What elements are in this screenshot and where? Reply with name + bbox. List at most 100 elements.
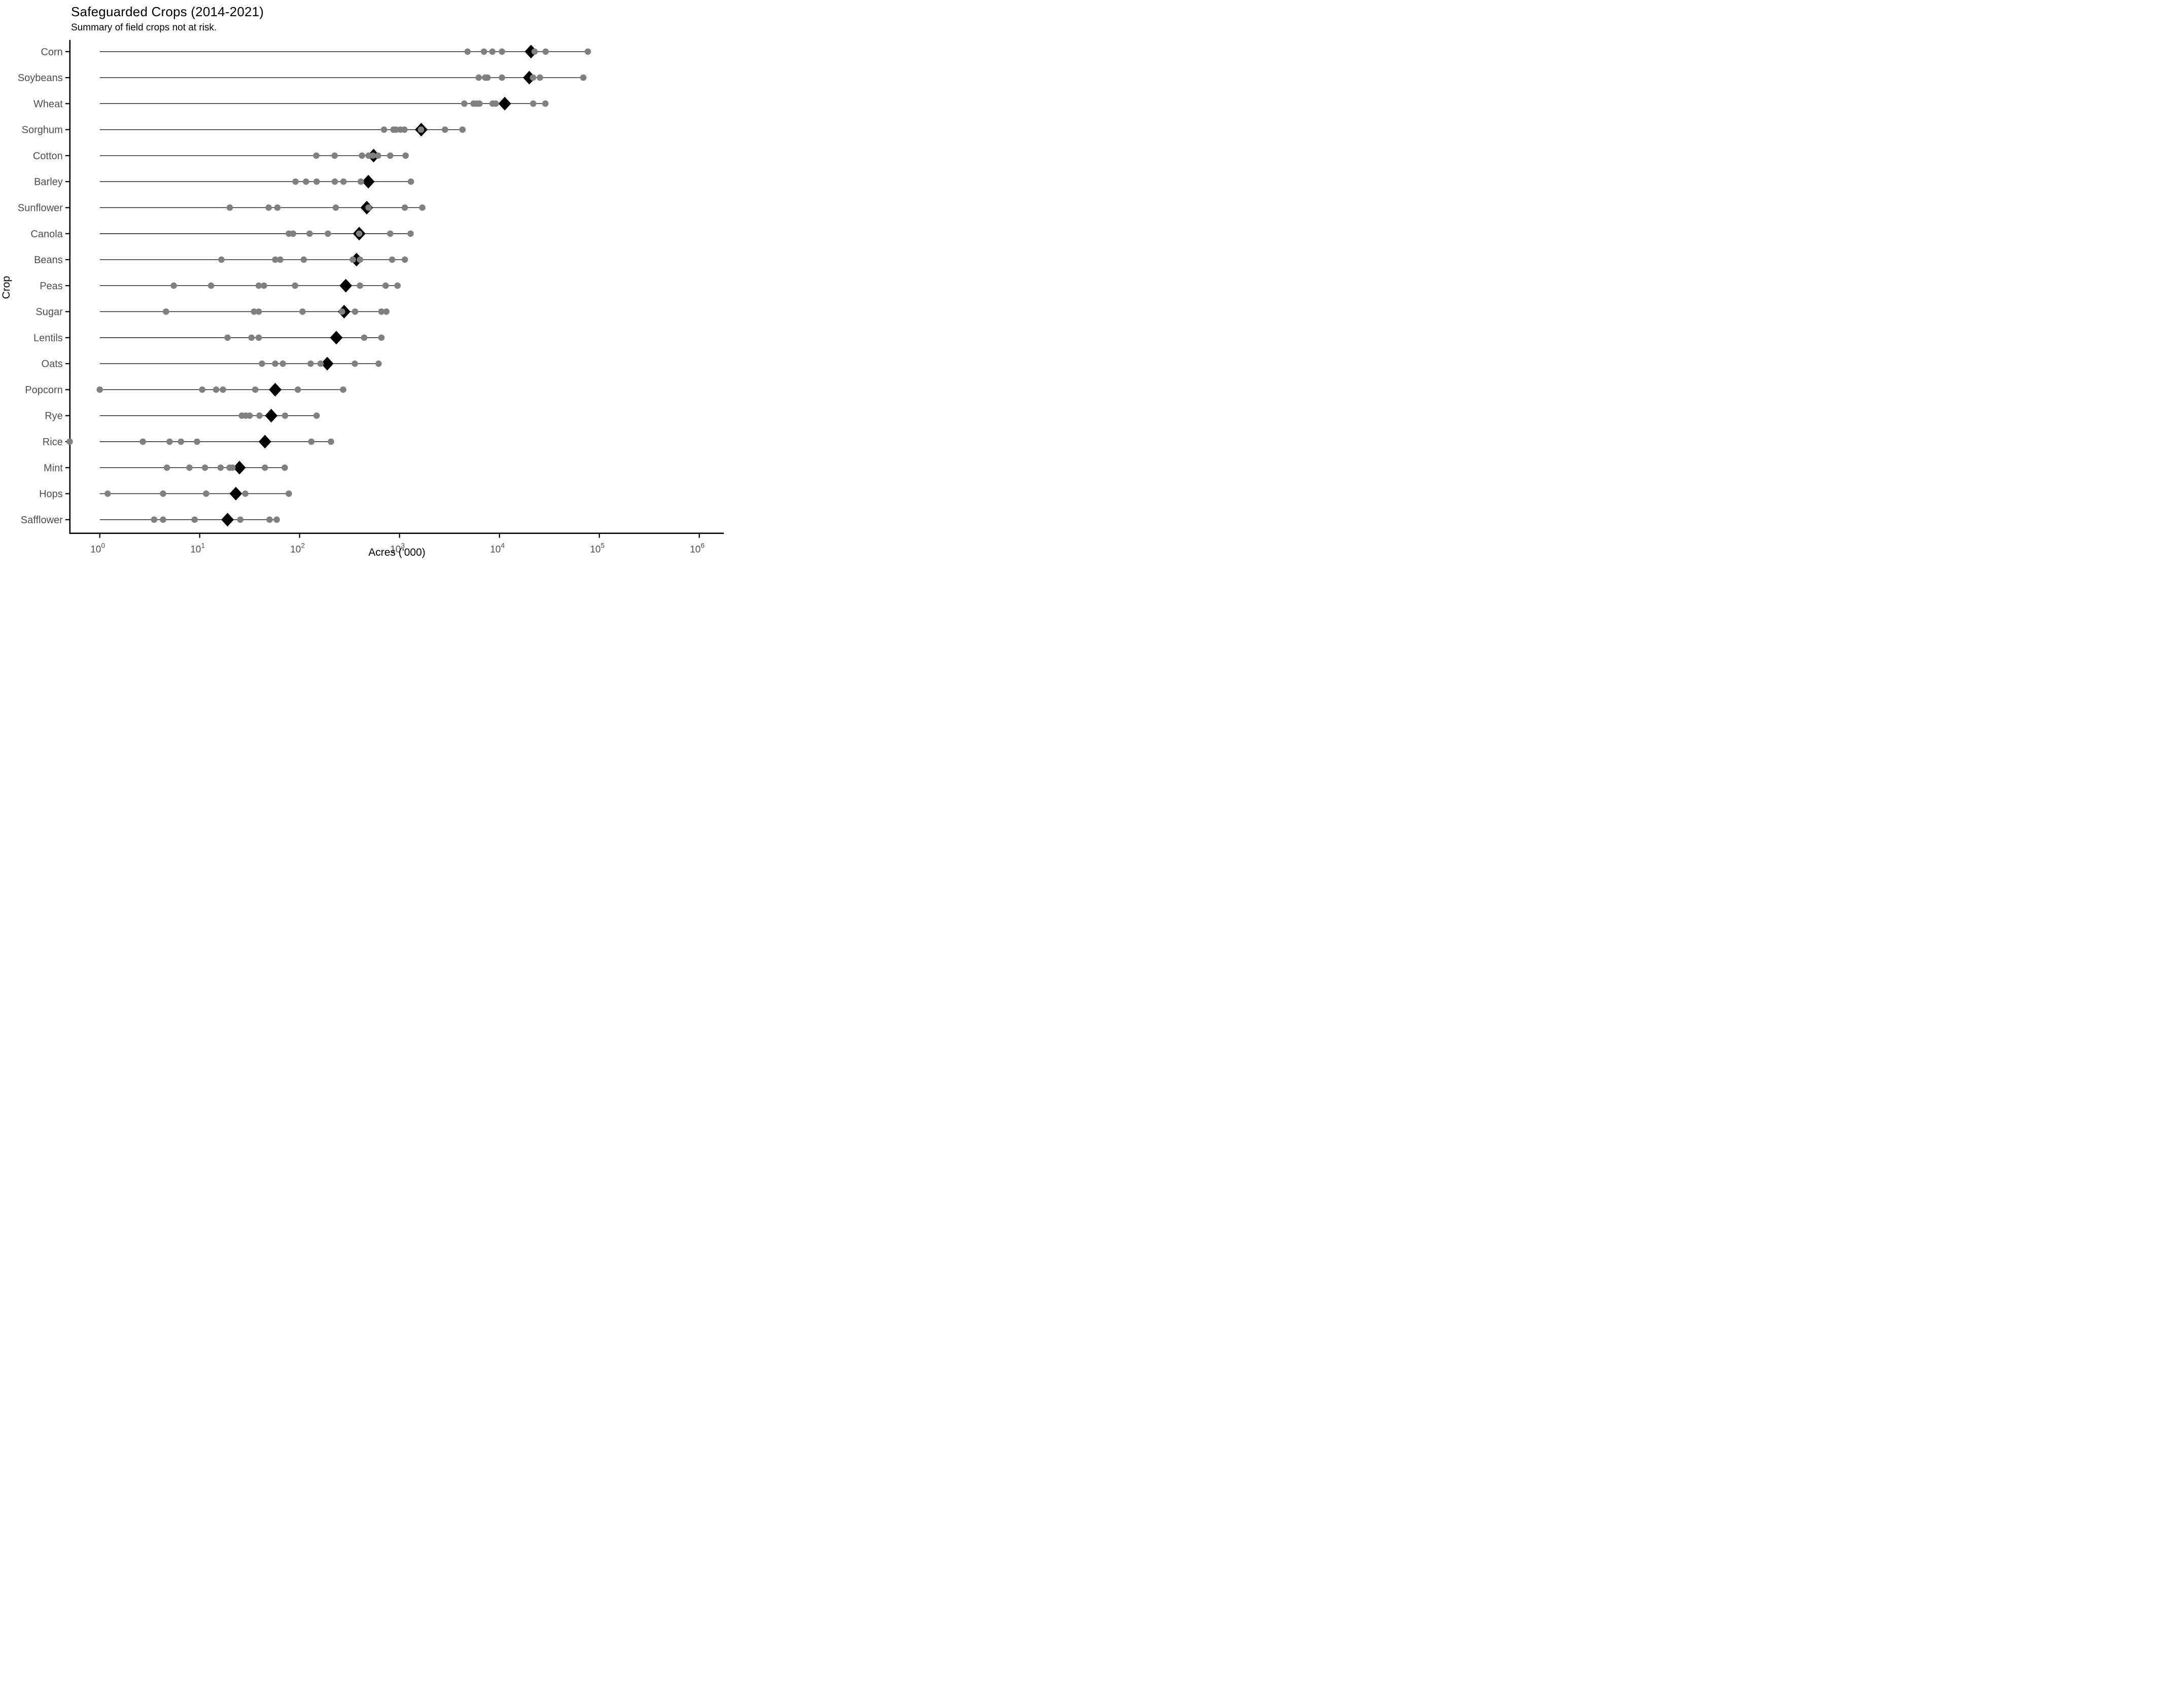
data-dot <box>317 360 324 367</box>
data-dot <box>313 178 320 185</box>
data-dot <box>96 386 103 393</box>
data-dot <box>580 74 587 81</box>
data-dot <box>339 308 345 315</box>
data-dot <box>484 74 491 81</box>
data-dot <box>281 464 288 471</box>
data-dot <box>331 152 338 159</box>
data-dot <box>292 282 298 289</box>
data-dot <box>313 152 320 159</box>
plot-area: 100 101 102 103 104 105 106 Corn Soybeans Wheat So… <box>18 40 724 555</box>
data-dot <box>262 464 268 471</box>
data-dot <box>530 100 537 107</box>
summary-diamond <box>350 253 363 267</box>
data-dot <box>162 308 169 315</box>
data-dot <box>340 178 347 185</box>
data-dot <box>393 126 399 133</box>
row-label: Corn <box>41 47 62 58</box>
data-dot <box>307 360 314 367</box>
data-dot <box>178 438 185 445</box>
x-tick-label: 104 <box>490 542 505 555</box>
data-dot <box>356 230 363 237</box>
row-label: Sugar <box>36 307 63 318</box>
row-label: Rye <box>45 411 63 422</box>
data-dot <box>266 516 273 523</box>
x-axis-title: Acres ('000) <box>368 547 426 558</box>
data-dot <box>442 126 448 133</box>
summary-diamond <box>524 45 538 59</box>
data-dot <box>359 152 365 159</box>
data-dot <box>194 438 200 445</box>
data-dot <box>163 464 170 471</box>
data-dot <box>290 230 297 237</box>
data-dot <box>300 256 307 263</box>
data-dot <box>349 256 356 263</box>
data-dot <box>351 308 359 315</box>
row-label: Hops <box>39 489 63 500</box>
data-dot <box>419 204 426 211</box>
chart-figure: Safeguarded Crops (2014-2021) Summary of… <box>0 0 728 562</box>
data-dot <box>272 360 278 367</box>
data-dot <box>332 204 339 211</box>
data-dot <box>160 516 166 523</box>
summary-diamond <box>269 382 282 397</box>
summary-diamond <box>498 96 511 111</box>
x-tick-label: 102 <box>290 542 305 555</box>
data-dot <box>251 308 258 315</box>
row-label: Cotton <box>33 151 63 162</box>
data-dot <box>325 230 331 237</box>
data-dot <box>328 438 334 445</box>
data-dot <box>255 308 262 315</box>
data-dot <box>375 152 381 159</box>
data-dot <box>261 282 267 289</box>
summary-diamond <box>321 356 334 371</box>
row-label: Oats <box>42 358 63 370</box>
data-dot <box>475 74 482 81</box>
x-tick-label: 100 <box>90 542 105 555</box>
data-dot <box>357 282 364 289</box>
data-dot <box>286 490 292 497</box>
data-dot <box>489 48 496 55</box>
data-dot <box>224 334 231 341</box>
data-dot <box>584 48 591 55</box>
data-dot <box>104 490 111 497</box>
chart-subtitle: Summary of field crops not at risk. <box>71 22 217 33</box>
data-dot <box>252 386 259 393</box>
data-dot <box>492 100 499 107</box>
data-dot <box>220 386 226 393</box>
data-dot <box>401 126 408 133</box>
data-dot <box>542 48 549 55</box>
data-dot <box>199 386 205 393</box>
summary-diamond <box>523 70 536 85</box>
data-dot <box>537 74 543 81</box>
data-dot <box>292 178 299 185</box>
data-dot <box>358 178 364 185</box>
data-dot <box>407 178 414 185</box>
data-dot <box>331 178 338 185</box>
data-dot <box>480 48 487 55</box>
data-dot <box>246 412 253 419</box>
data-dot <box>351 360 358 367</box>
data-dot <box>531 48 538 55</box>
data-dot <box>229 464 236 471</box>
data-dot <box>530 74 537 81</box>
data-dot <box>306 230 313 237</box>
summary-diamond <box>233 460 246 475</box>
data-dot <box>361 334 368 341</box>
data-dot <box>213 386 220 393</box>
data-dot <box>394 282 401 289</box>
row-label: Mint <box>44 462 63 474</box>
data-dot <box>237 516 244 523</box>
row-label: Popcorn <box>25 384 63 396</box>
summary-diamond <box>221 513 234 527</box>
data-dot <box>380 126 388 133</box>
data-dot <box>207 282 215 289</box>
data-dot <box>389 256 396 263</box>
data-dot <box>186 464 193 471</box>
data-dot <box>303 178 309 185</box>
data-dot <box>476 100 483 107</box>
data-dot <box>401 256 408 263</box>
data-dot <box>66 438 73 445</box>
data-dot <box>170 282 177 289</box>
data-dot <box>387 152 394 159</box>
summary-diamond <box>229 487 242 501</box>
